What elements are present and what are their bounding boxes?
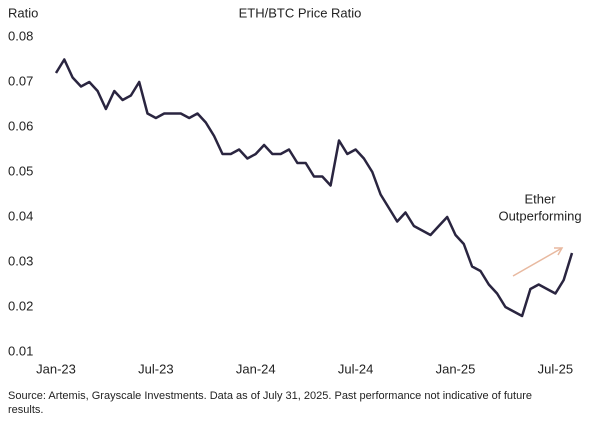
y-tick-label: 0.03 <box>8 253 33 268</box>
y-tick-label: 0.02 <box>8 298 33 313</box>
x-tick-label: Jan-23 <box>36 361 76 376</box>
annotation: Ether <box>524 191 556 206</box>
y-tick-label: 0.05 <box>8 163 33 178</box>
y-tick-label: 0.06 <box>8 118 33 133</box>
x-tick-label: Jan-24 <box>236 361 276 376</box>
y-tick-label: 0.01 <box>8 343 33 358</box>
y-tick-label: 0.04 <box>8 208 33 223</box>
chart-title: ETH/BTC Price Ratio <box>239 5 362 20</box>
x-tick-label: Jul-25 <box>538 361 573 376</box>
annotation-arrow <box>512 247 564 277</box>
line-series <box>54 58 574 318</box>
annotation: Outperforming <box>498 208 581 223</box>
x-tick-label: Jan-25 <box>436 361 476 376</box>
x-tick-label: Jul-23 <box>138 361 173 376</box>
x-tick-label: Jul-24 <box>338 361 373 376</box>
source-note: results. <box>8 404 43 416</box>
y-tick-label: 0.08 <box>8 28 33 43</box>
source-note: Source: Artemis, Grayscale Investments. … <box>8 390 532 402</box>
y-tick-label: 0.07 <box>8 73 33 88</box>
y-axis-label: Ratio <box>8 5 38 20</box>
